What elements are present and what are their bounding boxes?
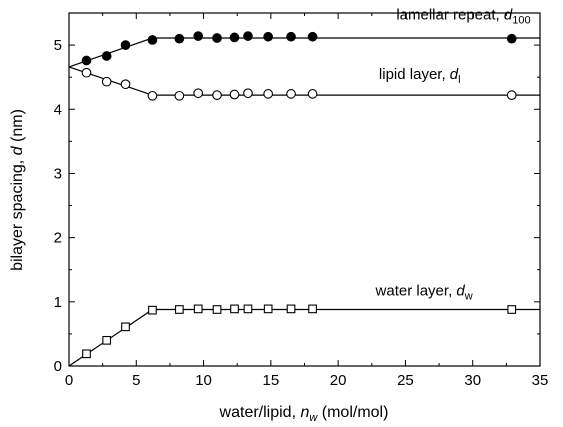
- data-point-lipid: [263, 89, 274, 99]
- data-point-water: [230, 304, 239, 314]
- y-tick-label: 5: [54, 37, 62, 54]
- x-tick-label: 5: [132, 372, 140, 389]
- fit-line-water: [68, 308, 540, 367]
- data-point-water: [148, 305, 157, 315]
- data-point-repeat: [286, 31, 296, 42]
- x-axis-title: water/lipid, nw (mol/mol): [219, 404, 389, 424]
- data-point-lipid: [506, 90, 517, 101]
- fit-line-repeat: [68, 37, 540, 68]
- x-tick-label: 30: [464, 372, 481, 389]
- data-point-lipid: [174, 90, 185, 101]
- data-point-lipid: [212, 90, 222, 101]
- x-tick-label: 20: [330, 372, 347, 389]
- axis-ticks: [68, 12, 541, 367]
- data-points: [81, 31, 517, 359]
- annotation-repeat: lamellar repeat, d100: [396, 6, 530, 26]
- data-point-water: [102, 335, 112, 345]
- data-point-lipid: [193, 88, 204, 99]
- data-point-lipid: [243, 88, 253, 99]
- data-point-repeat: [506, 33, 517, 44]
- data-point-repeat: [263, 31, 274, 42]
- data-point-water: [121, 322, 130, 332]
- data-point-lipid: [120, 79, 131, 90]
- data-point-lipid: [307, 89, 318, 99]
- data-point-repeat: [243, 31, 253, 41]
- data-point-repeat: [147, 35, 158, 45]
- y-tick-label: 1: [54, 294, 62, 311]
- annotation-lipid: lipid layer, dl: [379, 66, 461, 86]
- data-point-water: [212, 305, 222, 314]
- data-point-water: [308, 304, 317, 314]
- data-point-water: [174, 305, 184, 314]
- data-point-lipid: [101, 76, 112, 87]
- data-point-repeat: [101, 51, 112, 61]
- data-point-water: [82, 349, 91, 359]
- data-point-water: [193, 304, 203, 314]
- annotation-water: water layer, dw: [375, 282, 473, 302]
- data-point-repeat: [307, 31, 318, 42]
- x-tick-label: 35: [532, 372, 549, 389]
- data-point-water: [243, 304, 253, 314]
- data-point-lipid: [81, 67, 92, 78]
- fit-line-lipid: [68, 66, 540, 96]
- fit-lines: [68, 37, 540, 367]
- data-point-lipid: [229, 89, 240, 100]
- x-tick-label: 0: [65, 372, 73, 389]
- data-point-water: [263, 304, 273, 314]
- data-point-repeat: [229, 32, 240, 43]
- y-tick-label: 2: [54, 230, 62, 247]
- data-point-repeat: [193, 31, 204, 41]
- x-tick-label: 10: [195, 372, 212, 389]
- x-tick-label: 15: [263, 372, 280, 389]
- tick-labels: 0 5 10 15 20 25 30 35 0 1 2 3 4 5: [54, 37, 549, 389]
- data-point-water: [286, 304, 296, 314]
- data-point-repeat: [174, 33, 185, 44]
- y-axis-title: bilayer spacing, d (nm): [9, 109, 26, 271]
- data-point-lipid: [147, 90, 158, 101]
- x-tick-label: 25: [397, 372, 414, 389]
- y-tick-label: 4: [54, 101, 62, 118]
- data-point-repeat: [81, 55, 92, 66]
- y-tick-label: 3: [54, 165, 62, 182]
- data-point-lipid: [286, 89, 296, 99]
- data-point-repeat: [120, 40, 131, 50]
- annotations: lamellar repeat, d100 lipid layer, dl wate…: [375, 6, 531, 302]
- plot-area: [68, 12, 541, 367]
- y-tick-label: 0: [54, 358, 62, 375]
- data-point-water: [507, 305, 517, 314]
- data-point-repeat: [212, 33, 222, 43]
